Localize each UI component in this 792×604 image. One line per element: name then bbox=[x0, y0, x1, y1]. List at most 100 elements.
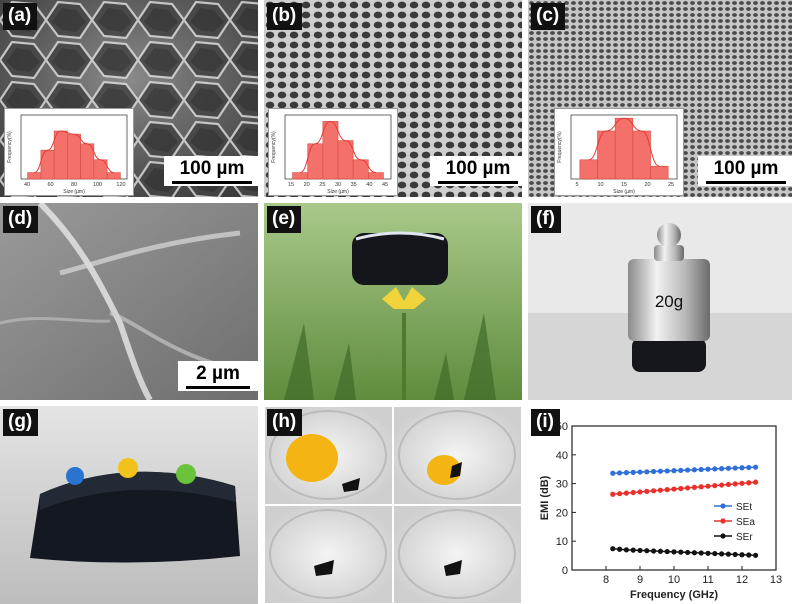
data-point-SEt bbox=[657, 468, 663, 474]
data-point-SEa bbox=[712, 483, 718, 489]
data-point-SEr bbox=[671, 549, 677, 555]
data-point-SEt bbox=[623, 470, 629, 476]
histogram-inset: 5 10 15 20 25 Size (µm) Frequency(%) bbox=[554, 108, 684, 196]
data-point-SEr bbox=[610, 546, 616, 552]
data-point-SEa bbox=[732, 481, 738, 487]
data-point-SEa bbox=[753, 479, 759, 485]
data-point-SEt bbox=[691, 467, 697, 473]
panel-d: (d) 2 µm bbox=[0, 203, 258, 400]
hist-tick-label: 40 bbox=[366, 182, 372, 188]
scale-bar-line bbox=[172, 181, 252, 184]
hist-tick-label: 30 bbox=[335, 182, 341, 188]
data-point-SEa bbox=[657, 487, 663, 493]
panel-label: (c) bbox=[531, 3, 566, 30]
data-point-SEr bbox=[678, 549, 684, 555]
data-point-SEa bbox=[664, 487, 670, 493]
histogram-chart: 5 10 15 20 25 Size (µm) Frequency(%) bbox=[557, 114, 678, 195]
data-point-SEr bbox=[657, 548, 663, 554]
hist-fit-curve bbox=[34, 130, 114, 174]
data-point-SEt bbox=[644, 469, 650, 475]
panel-label: (f) bbox=[531, 206, 561, 233]
hist-tick-label: 15 bbox=[621, 182, 627, 188]
data-point-SEa bbox=[651, 488, 657, 494]
hist-bar bbox=[579, 159, 598, 180]
hist-tick-label: 60 bbox=[47, 182, 53, 188]
histogram-chart: 40 60 80 100 120 Size (µm) Frequency(%) bbox=[7, 114, 128, 195]
hist-xlabel: Size (µm) bbox=[613, 189, 635, 195]
panel-label: (h) bbox=[267, 409, 303, 436]
histogram-inset: 15 20 25 30 35 40 45 Size (µm) Frequency(%) bbox=[268, 108, 398, 196]
hist-bar bbox=[292, 172, 309, 180]
data-point-SEt bbox=[671, 468, 677, 474]
data-point-SEr bbox=[691, 550, 697, 556]
y-axis-label: EMI (dB) bbox=[539, 475, 551, 520]
y-tick-label: 0 bbox=[562, 565, 568, 577]
hist-tick-label: 10 bbox=[597, 182, 603, 188]
data-point-SEt bbox=[705, 466, 711, 472]
data-point-SEr bbox=[685, 549, 691, 556]
hist-tick-label: 35 bbox=[351, 182, 357, 188]
data-point-SEa bbox=[698, 484, 704, 490]
data-point-SEa bbox=[671, 486, 677, 492]
data-point-SEt bbox=[739, 465, 745, 471]
legend-marker bbox=[720, 518, 726, 524]
hist-ylabel: Frequency(%) bbox=[271, 131, 277, 163]
hist-bar bbox=[27, 172, 42, 180]
photo-droplets-on-sample bbox=[0, 406, 258, 604]
data-point-SEa bbox=[691, 484, 697, 490]
scale-bar: 100 µm bbox=[430, 156, 522, 186]
hist-tick-label: 45 bbox=[382, 182, 388, 188]
data-point-SEt bbox=[725, 465, 731, 471]
y-tick-label: 30 bbox=[556, 479, 568, 491]
hist-tick-label: 100 bbox=[93, 182, 102, 188]
blue-droplet bbox=[66, 467, 84, 485]
hist-tick-label: 20 bbox=[644, 182, 650, 188]
histogram-chart: 15 20 25 30 35 40 45 Size (µm) Frequency(%) bbox=[271, 114, 392, 195]
photo-weight-on-sample: 20g bbox=[528, 203, 792, 400]
legend-label: SEa bbox=[736, 517, 755, 528]
hist-tick-label: 15 bbox=[288, 182, 294, 188]
x-tick-label: 12 bbox=[736, 574, 748, 586]
data-point-SEr bbox=[644, 548, 650, 554]
scale-bar: 2 µm bbox=[178, 361, 258, 391]
panel-f: 20g (f) bbox=[528, 203, 792, 400]
data-point-SEt bbox=[698, 466, 704, 473]
hist-bar bbox=[67, 133, 81, 180]
data-point-SEr bbox=[719, 551, 725, 557]
scale-bar-label: 2 µm bbox=[196, 363, 240, 384]
hist-bar bbox=[614, 117, 634, 180]
hist-tick-label: 20 bbox=[304, 182, 310, 188]
data-point-SEr bbox=[732, 551, 738, 558]
hist-tick-label: 40 bbox=[24, 182, 30, 188]
data-point-SEa bbox=[630, 489, 636, 496]
hist-fit-curve bbox=[299, 120, 376, 174]
scale-bar-line bbox=[186, 386, 250, 389]
hist-bar bbox=[322, 121, 339, 180]
data-point-SEr bbox=[637, 547, 643, 554]
legend-marker bbox=[720, 503, 726, 509]
data-point-SEt bbox=[651, 468, 657, 475]
panel-b: (b) 15 20 25 30 35 40 45 Size (µm) Frequency(%) … bbox=[264, 0, 522, 197]
data-point-SEt bbox=[732, 465, 738, 471]
data-point-SEa bbox=[610, 491, 616, 497]
sample-block bbox=[352, 233, 448, 285]
data-point-SEt bbox=[610, 470, 616, 476]
panel-label: (i) bbox=[531, 409, 560, 436]
data-point-SEt bbox=[753, 464, 759, 470]
panel-label: (d) bbox=[3, 206, 39, 233]
panel-label: (e) bbox=[267, 206, 302, 233]
data-point-SEr bbox=[664, 548, 670, 555]
hist-bar bbox=[80, 143, 95, 180]
x-tick-label: 8 bbox=[603, 574, 609, 586]
green-droplet bbox=[176, 464, 196, 484]
plot-frame bbox=[571, 425, 777, 571]
panel-label: (a) bbox=[3, 3, 38, 30]
data-point-SEt bbox=[630, 469, 636, 475]
data-point-SEt bbox=[719, 466, 725, 472]
data-point-SEt bbox=[746, 464, 752, 471]
hist-tick-label: 25 bbox=[668, 182, 674, 188]
x-axis-label: Frequency (GHz) bbox=[630, 589, 718, 601]
series-line-SEr bbox=[612, 547, 756, 557]
hist-tick-label: 80 bbox=[71, 182, 77, 188]
scale-bar-label: 100 µm bbox=[179, 158, 245, 179]
